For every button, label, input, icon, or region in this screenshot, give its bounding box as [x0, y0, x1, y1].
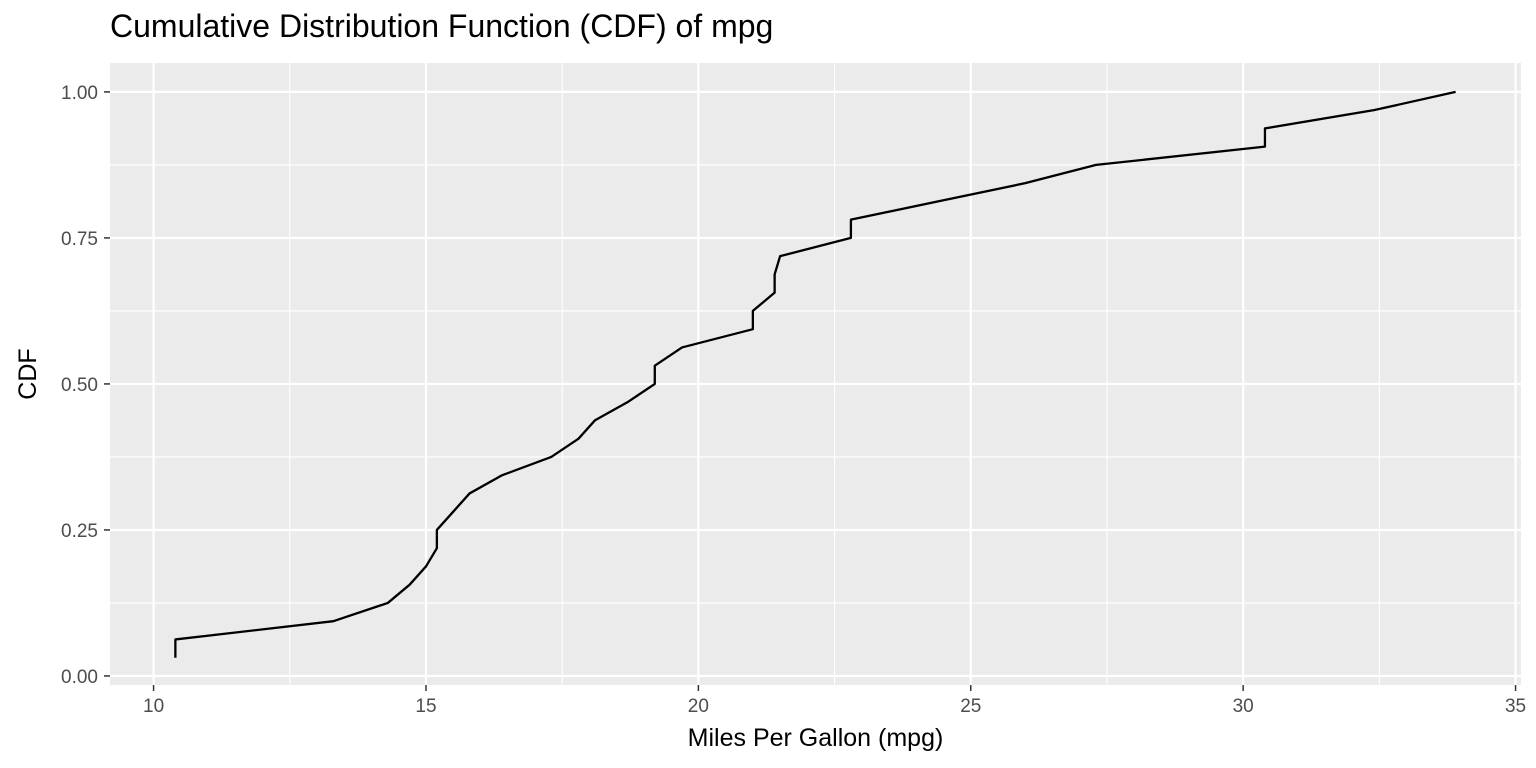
x-tick-label: 15 [415, 696, 436, 717]
chart-title: Cumulative Distribution Function (CDF) o… [110, 8, 774, 44]
series-layer [174, 90, 1456, 658]
y-tick-label: 0.50 [61, 375, 98, 396]
y-tick-label: 1.00 [61, 83, 98, 104]
major-gridlines [110, 63, 1521, 685]
y-tick-label: 0.00 [61, 667, 98, 688]
y-tick-label: 0.25 [61, 521, 98, 542]
minor-gridlines [110, 63, 1521, 685]
y-axis: 0.00 0.25 0.50 0.75 1.00 [61, 83, 110, 688]
x-tick-label: 30 [1233, 696, 1254, 717]
x-tick-label: 20 [688, 696, 709, 717]
y-tick-label: 0.75 [61, 229, 98, 250]
plot-panel [110, 63, 1521, 685]
cdf-line-series-0 [174, 90, 1456, 658]
x-axis: 10 15 20 25 30 35 [143, 685, 1526, 717]
x-axis-title: Miles Per Gallon (mpg) [688, 724, 944, 752]
x-tick-label: 35 [1505, 696, 1526, 717]
x-tick-label: 25 [960, 696, 981, 717]
x-tick-label: 10 [143, 696, 164, 717]
y-axis-title: CDF [14, 348, 42, 399]
